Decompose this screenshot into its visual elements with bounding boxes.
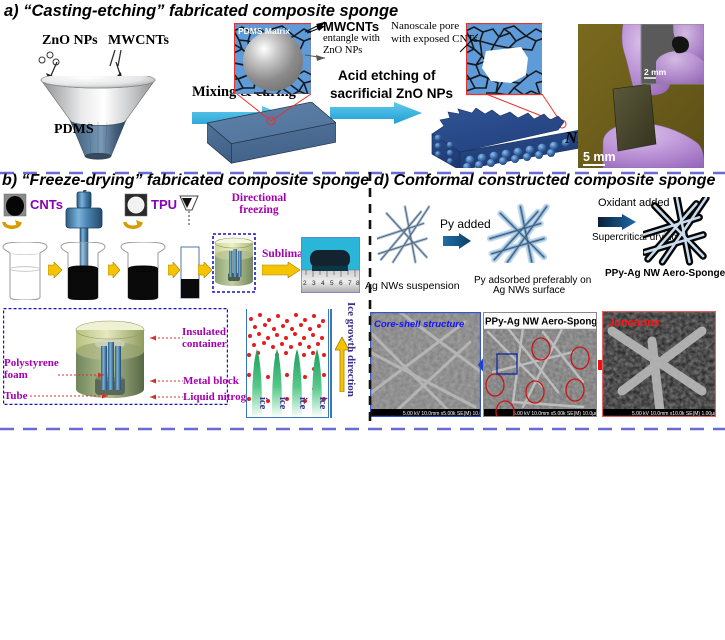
svg-text:6: 6 [339, 280, 343, 287]
svg-text:Core-shell structure: Core-shell structure [374, 319, 465, 330]
svg-text:Junctions: Junctions [608, 317, 660, 329]
svg-text:7: 7 [348, 280, 352, 287]
svg-text:TPU: TPU [151, 197, 177, 212]
svg-text:PDMS Matrix: PDMS Matrix [238, 26, 290, 36]
svg-text:4: 4 [321, 280, 325, 287]
svg-text:5: 5 [330, 280, 334, 287]
svg-text:ice: ice [317, 397, 328, 410]
svg-text:5 mm: 5 mm [583, 150, 616, 164]
svg-text:3: 3 [312, 280, 316, 287]
svg-text:ice: ice [297, 397, 308, 410]
svg-text:ice: ice [277, 397, 288, 410]
svg-text:2 mm: 2 mm [644, 67, 667, 77]
svg-text:2: 2 [303, 280, 307, 287]
svg-text:PPy-Ag NW Aero-Sponge: PPy-Ag NW Aero-Sponge [485, 317, 597, 328]
svg-text:ice: ice [257, 397, 268, 410]
